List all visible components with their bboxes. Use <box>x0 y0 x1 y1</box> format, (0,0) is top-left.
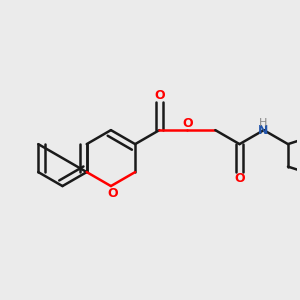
Text: O: O <box>107 187 118 200</box>
Text: H: H <box>259 118 267 128</box>
Text: O: O <box>182 117 193 130</box>
Text: N: N <box>258 124 268 137</box>
Text: O: O <box>154 89 165 102</box>
Text: O: O <box>234 172 245 185</box>
